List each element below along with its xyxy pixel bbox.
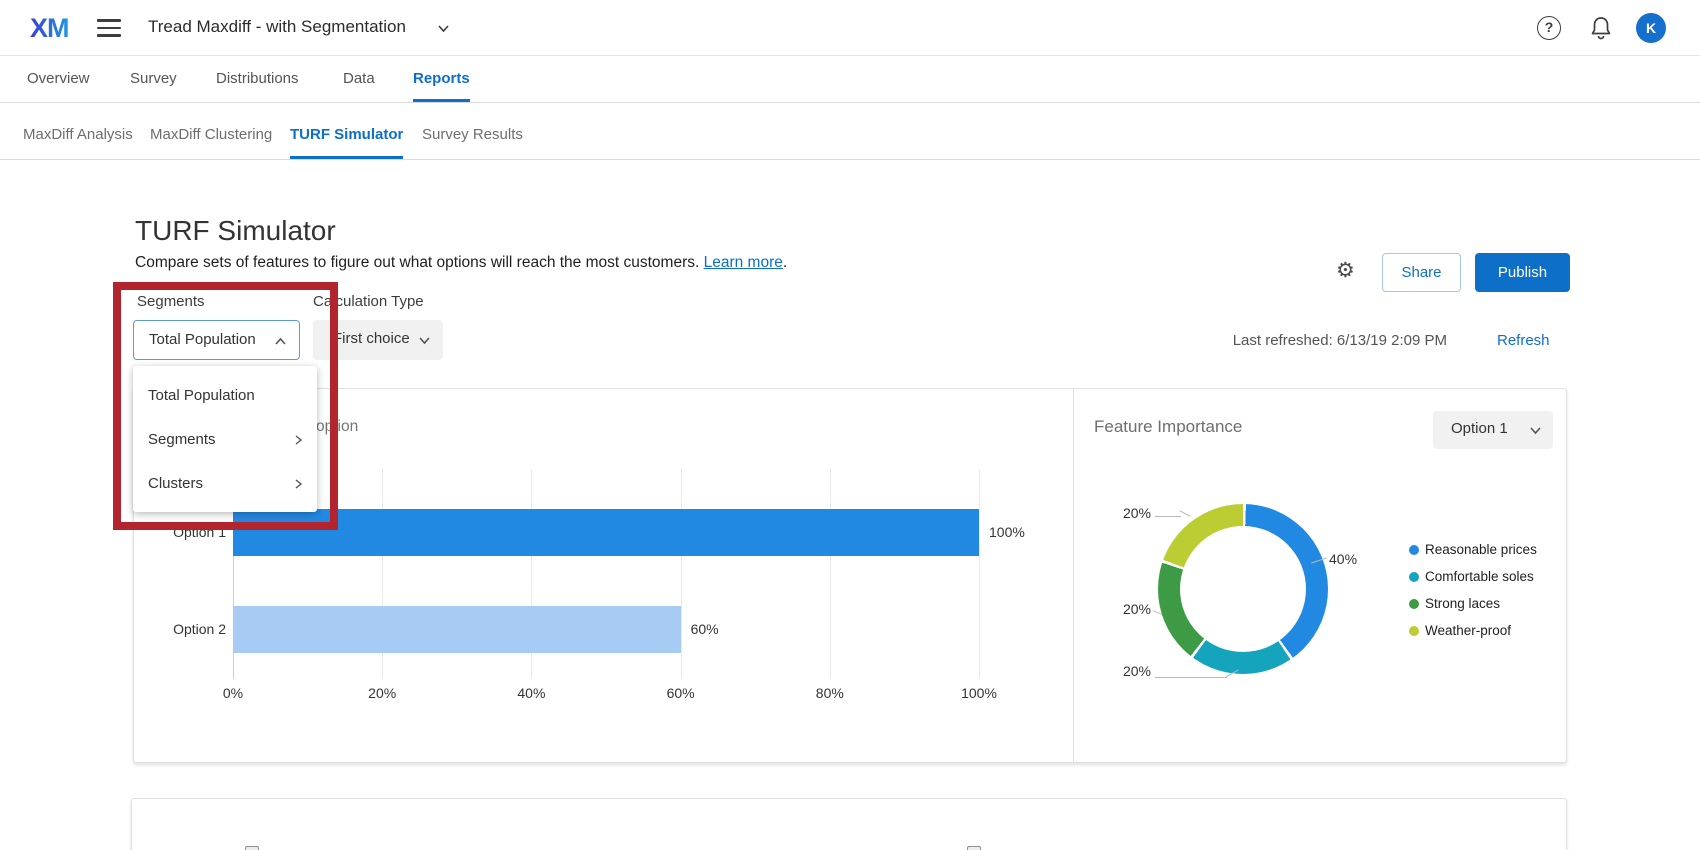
legend-dot xyxy=(1409,572,1419,582)
leader-line xyxy=(1179,510,1191,517)
placeholder-chart-icon xyxy=(967,846,981,850)
calculation-type-select[interactable]: First choice xyxy=(313,320,443,360)
calculation-type-value: First choice xyxy=(333,330,410,347)
feature-importance-option-value: Option 1 xyxy=(1451,420,1508,437)
tab-data[interactable]: Data xyxy=(343,70,375,87)
bar-value-label: 60% xyxy=(690,621,719,637)
feature-importance-option-select[interactable]: Option 1 xyxy=(1433,411,1553,449)
page-description: Compare sets of features to figure out w… xyxy=(135,254,787,272)
chevron-down-icon xyxy=(418,334,430,346)
tab-overview[interactable]: Overview xyxy=(27,70,90,87)
segments-label: Segments xyxy=(137,293,205,310)
card-divider xyxy=(1073,389,1074,762)
tab-distributions[interactable]: Distributions xyxy=(216,70,299,87)
hamburger-menu-icon[interactable] xyxy=(97,18,121,38)
donut-percent-label: 20% xyxy=(1122,601,1151,617)
menu-item-label: Clusters xyxy=(148,475,204,492)
subtab-maxdiff-analysis[interactable]: MaxDiff Analysis xyxy=(23,126,133,143)
tab-reports[interactable]: Reports xyxy=(413,56,470,102)
menu-item-segments[interactable]: Segments xyxy=(133,418,317,462)
donut-percent-label: 20% xyxy=(1122,505,1151,521)
bar-category-label: Option 2 xyxy=(173,621,226,637)
menu-item-total-population[interactable]: Total Population xyxy=(133,374,317,418)
subtab-turf-simulator[interactable]: TURF Simulator xyxy=(290,111,404,159)
project-chevron-down-icon[interactable] xyxy=(437,22,449,34)
gridline xyxy=(233,469,234,679)
legend-label: Reasonable prices xyxy=(1425,542,1537,557)
chevron-right-icon xyxy=(292,434,304,446)
menu-item-label: Segments xyxy=(148,431,216,448)
donut-percent-label: 20% xyxy=(1122,663,1151,679)
project-title[interactable]: Tread Maxdiff - with Segmentation xyxy=(148,17,406,36)
segments-select[interactable]: Total Population xyxy=(133,320,300,360)
calculation-type-label: Calculation Type xyxy=(313,293,424,310)
bottom-card xyxy=(131,798,1567,850)
reach-bar xyxy=(233,606,681,653)
page-description-text: Compare sets of features to figure out w… xyxy=(135,254,704,271)
x-axis-tick-label: 20% xyxy=(368,685,397,701)
results-card: option 0% 20% 40% 60% 80% 100% Option 1 100% Opt… xyxy=(133,388,1567,763)
tab-survey[interactable]: Survey xyxy=(130,70,177,87)
segments-dropdown-menu: Total Population Segments Clusters xyxy=(133,366,317,512)
gridline xyxy=(979,469,980,679)
share-button[interactable]: Share xyxy=(1382,253,1461,292)
gridline xyxy=(382,469,384,679)
gridline xyxy=(531,469,533,679)
feature-importance-title: Feature Importance xyxy=(1094,417,1243,436)
xm-logo: XM xyxy=(30,13,69,43)
gridline xyxy=(680,469,682,679)
x-axis-tick-label: 100% xyxy=(961,685,997,701)
segments-select-value: Total Population xyxy=(149,331,256,348)
subtab-survey-results[interactable]: Survey Results xyxy=(422,126,523,143)
chevron-down-icon xyxy=(1529,424,1541,436)
legend-label: Weather-proof xyxy=(1425,623,1512,638)
bar-value-label: 100% xyxy=(989,524,1025,540)
donut-percent-label: 40% xyxy=(1329,551,1358,567)
x-axis-tick-label: 60% xyxy=(666,685,695,701)
x-axis-tick-label: 40% xyxy=(517,685,546,701)
menu-item-label: Total Population xyxy=(148,387,255,404)
placeholder-chart-icon xyxy=(245,846,259,850)
reports-subnav: MaxDiff Analysis MaxDiff Clustering TURF… xyxy=(0,103,1700,160)
last-refreshed-text: Last refreshed: 6/13/19 2:09 PM xyxy=(1232,332,1447,349)
subtab-maxdiff-clustering[interactable]: MaxDiff Clustering xyxy=(150,126,273,143)
user-avatar[interactable]: K xyxy=(1636,13,1666,43)
bar-category-label: Option 1 xyxy=(173,524,226,540)
chevron-right-icon xyxy=(292,478,304,490)
legend-label: Comfortable soles xyxy=(1425,569,1534,584)
gridline xyxy=(829,469,831,679)
page-title: TURF Simulator xyxy=(135,215,336,246)
legend-dot xyxy=(1409,626,1419,636)
publish-button[interactable]: Publish xyxy=(1475,253,1570,292)
page-description-suffix: . xyxy=(782,254,788,271)
chevron-up-icon xyxy=(274,335,286,347)
feature-importance-donut xyxy=(1158,504,1328,674)
learn-more-link[interactable]: Learn more xyxy=(703,254,783,271)
settings-gear-icon[interactable]: ⚙ xyxy=(1336,259,1355,282)
help-icon[interactable]: ? xyxy=(1537,16,1561,40)
reach-bar xyxy=(233,509,979,556)
refresh-link[interactable]: Refresh xyxy=(1497,332,1550,349)
legend-dot xyxy=(1409,599,1419,609)
legend-label: Strong laces xyxy=(1425,596,1501,611)
primary-nav: Overview Survey Distributions Data Repor… xyxy=(0,56,1700,103)
menu-item-clusters[interactable]: Clusters xyxy=(133,462,317,506)
notifications-bell-icon[interactable] xyxy=(1590,16,1612,45)
x-axis-tick-label: 0% xyxy=(222,685,244,701)
reach-chart-title-fragment: option xyxy=(316,418,359,435)
x-axis-tick-label: 80% xyxy=(815,685,844,701)
leader-line xyxy=(1155,677,1227,678)
top-bar: XM Tread Maxdiff - with Segmentation ? K xyxy=(0,0,1700,56)
feature-importance-panel: Feature Importance Option 1 40% 20% 20% 20%… xyxy=(1073,389,1568,764)
legend-dot xyxy=(1409,545,1419,555)
leader-line xyxy=(1155,516,1181,517)
